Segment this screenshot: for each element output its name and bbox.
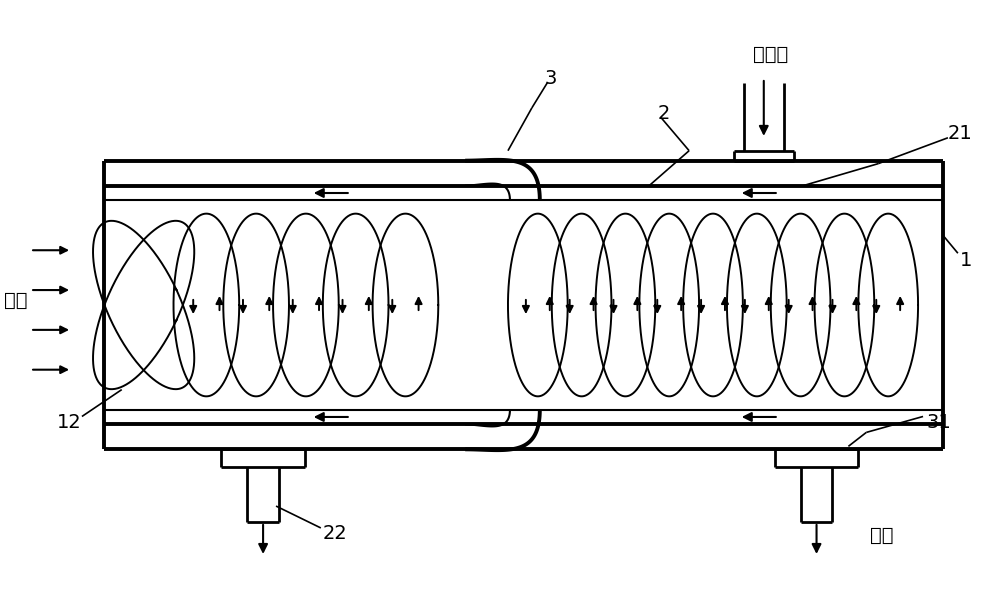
Text: 1: 1 <box>960 250 972 270</box>
Text: 12: 12 <box>57 413 82 432</box>
Text: 烟气: 烟气 <box>4 290 28 310</box>
Text: 2: 2 <box>657 105 670 123</box>
Text: 3: 3 <box>545 68 557 88</box>
Text: 废水: 废水 <box>870 526 894 546</box>
Text: 22: 22 <box>323 525 348 543</box>
Text: 冷却水: 冷却水 <box>753 45 788 64</box>
Text: 21: 21 <box>948 124 973 143</box>
Text: 31: 31 <box>926 413 951 432</box>
